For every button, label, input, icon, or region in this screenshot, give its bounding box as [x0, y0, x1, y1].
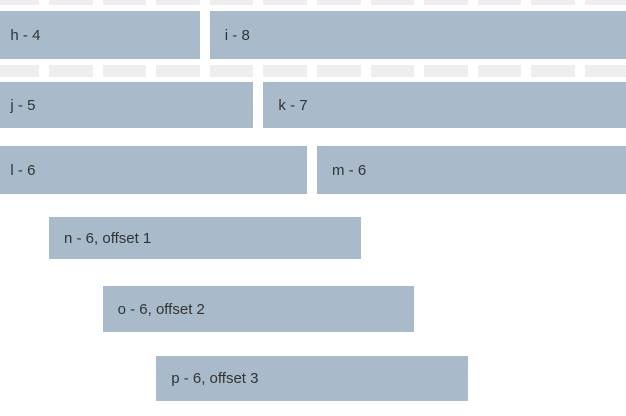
column-strip	[531, 65, 575, 77]
column-strip	[370, 65, 415, 77]
column-strip	[477, 0, 522, 5]
column-strip	[156, 65, 200, 77]
column-strip	[0, 65, 39, 77]
grid-block: p - 6, offset 3	[156, 356, 468, 401]
grid-block-label: m - 6	[332, 161, 367, 179]
column-strip	[477, 65, 522, 77]
column-strip-band	[0, 0, 626, 5]
grid-block: h - 4	[0, 11, 200, 59]
grid-block-label: i - 8	[224, 26, 250, 44]
column-strip	[424, 65, 468, 77]
column-strip	[585, 0, 626, 5]
column-strip	[424, 0, 468, 5]
grid-block: n - 6, offset 1	[49, 217, 361, 259]
grid-row: j - 5 k - 7	[0, 82, 626, 128]
column-strip	[585, 65, 626, 77]
grid-row: l - 6 m - 6	[0, 146, 626, 194]
grid-block-label: k - 7	[278, 96, 308, 114]
grid-block: k - 7	[263, 82, 626, 128]
column-strip	[49, 65, 93, 77]
column-strip	[102, 0, 147, 5]
grid-row: h - 4 i - 8	[0, 11, 626, 59]
column-strip	[370, 0, 415, 5]
grid-block: l - 6	[0, 146, 307, 194]
grid-block-label: n - 6, offset 1	[64, 229, 152, 247]
column-strip	[531, 0, 575, 5]
column-strip	[156, 0, 200, 5]
grid-block-label: p - 6, offset 3	[171, 370, 259, 387]
grid-block: o - 6, offset 2	[102, 286, 415, 332]
column-strip	[317, 65, 361, 77]
column-strip	[0, 0, 39, 5]
column-strip	[263, 0, 307, 5]
column-strip	[209, 0, 254, 5]
grid-row: p - 6, offset 3	[0, 356, 626, 401]
grid-block-label: o - 6, offset 2	[117, 300, 205, 318]
grid-row: o - 6, offset 2	[0, 286, 626, 332]
grid-block: i - 8	[209, 11, 626, 59]
grid-row: n - 6, offset 1	[0, 217, 626, 259]
column-strip	[209, 65, 254, 77]
grid-block-label: h - 4	[10, 26, 41, 44]
column-strip	[49, 0, 93, 5]
grid-block-label: j - 5	[10, 96, 36, 114]
grid-block-label: l - 6	[10, 161, 36, 179]
grid-block: j - 5	[0, 82, 254, 128]
column-strip	[263, 65, 307, 77]
column-strip-band	[0, 65, 626, 77]
column-strip	[102, 65, 147, 77]
grid-block: m - 6	[317, 146, 626, 194]
column-strip	[317, 0, 361, 5]
